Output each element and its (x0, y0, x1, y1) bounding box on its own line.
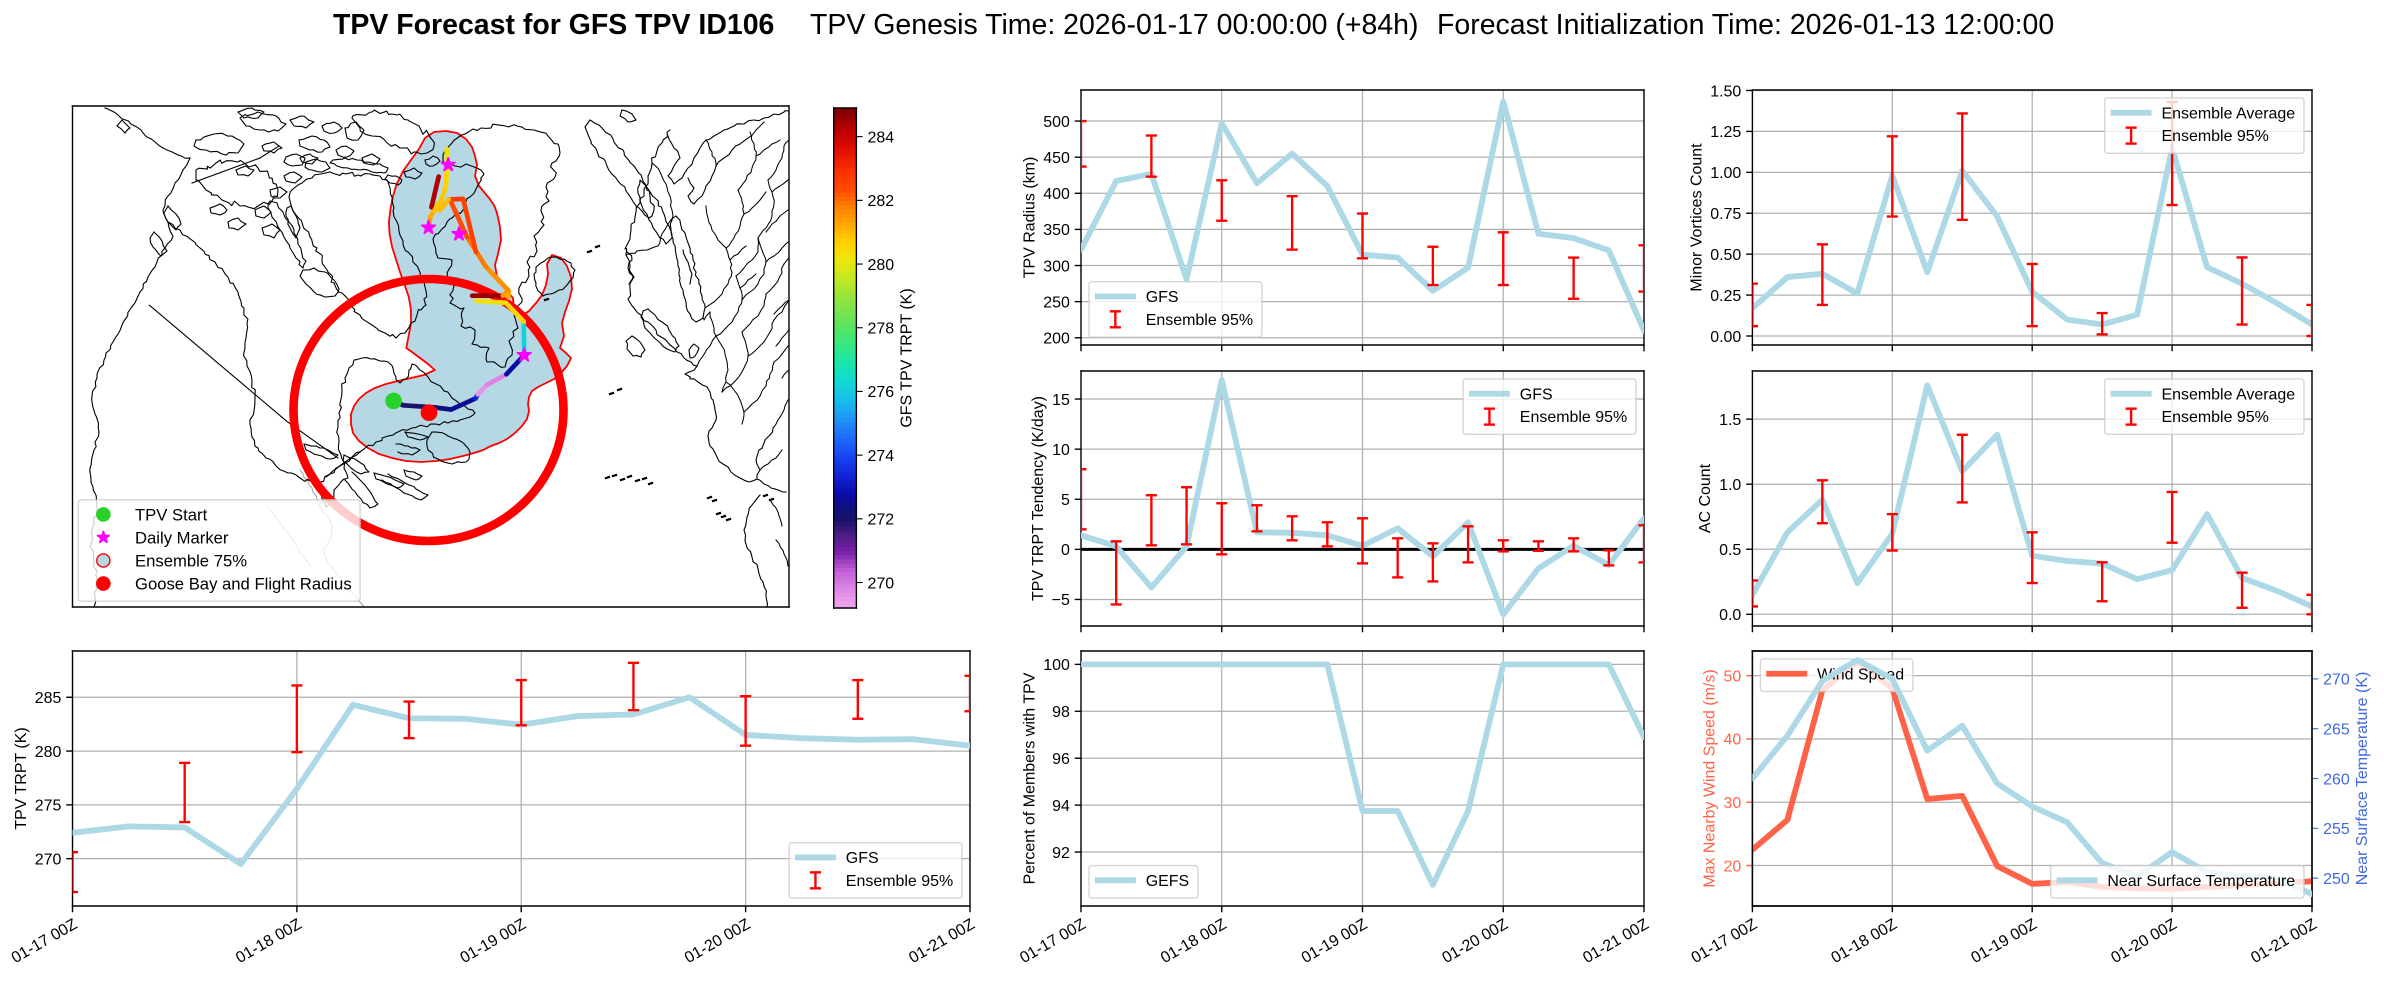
svg-text:350: 350 (1043, 222, 1070, 239)
svg-text:94: 94 (1052, 798, 1070, 815)
svg-text:Ensemble 95%: Ensemble 95% (2161, 128, 2268, 145)
svg-text:0.75: 0.75 (1710, 206, 1741, 223)
svg-text:276: 276 (868, 384, 895, 401)
svg-text:0.00: 0.00 (1710, 329, 1741, 346)
svg-text:GFS: GFS (1520, 386, 1553, 403)
svg-text:Ensemble Average: Ensemble Average (2161, 386, 2295, 403)
svg-text:Forecast Initialization Time:: Forecast Initialization Time: 2026-01-13… (1437, 9, 2054, 41)
svg-text:0.0: 0.0 (1719, 607, 1741, 624)
svg-text:0.50: 0.50 (1710, 247, 1741, 264)
svg-text:GEFS: GEFS (1146, 873, 1189, 890)
svg-text:300: 300 (1043, 258, 1070, 275)
svg-text:GFS: GFS (846, 850, 879, 867)
svg-text:270: 270 (35, 851, 62, 868)
svg-text:100: 100 (1043, 657, 1070, 674)
svg-text:AC Count: AC Count (1697, 463, 1714, 533)
svg-text:15: 15 (1052, 392, 1070, 409)
svg-text:92: 92 (1052, 845, 1070, 862)
svg-text:1.0: 1.0 (1719, 477, 1741, 494)
svg-text:250: 250 (1043, 294, 1070, 311)
svg-text:30: 30 (1724, 795, 1742, 812)
svg-text:Ensemble Average: Ensemble Average (2161, 105, 2295, 122)
svg-text:0: 0 (1061, 542, 1070, 559)
svg-text:Max Nearby Wind Speed (m/s): Max Nearby Wind Speed (m/s) (1702, 669, 1719, 887)
svg-text:270: 270 (868, 575, 895, 592)
svg-text:Ensemble 95%: Ensemble 95% (1146, 312, 1253, 329)
svg-text:0.5: 0.5 (1719, 542, 1741, 559)
svg-text:20: 20 (1724, 858, 1742, 875)
svg-text:GFS: GFS (1146, 289, 1179, 306)
svg-text:TPV Genesis Time: 2026-01-17 0: TPV Genesis Time: 2026-01-17 00:00:00 (+… (810, 9, 1418, 41)
svg-text:250: 250 (2323, 871, 2350, 888)
svg-text:Daily Marker: Daily Marker (135, 528, 229, 547)
svg-text:265: 265 (2323, 721, 2350, 738)
svg-text:Ensemble 95%: Ensemble 95% (846, 873, 953, 890)
svg-text:Percent of Members with TPV: Percent of Members with TPV (1021, 672, 1038, 884)
svg-text:10: 10 (1052, 442, 1070, 459)
svg-text:TPV TRPT (K): TPV TRPT (K) (13, 727, 30, 829)
svg-text:400: 400 (1043, 186, 1070, 203)
svg-text:Ensemble 95%: Ensemble 95% (1520, 409, 1627, 426)
svg-text:450: 450 (1043, 150, 1070, 167)
svg-text:1.00: 1.00 (1710, 165, 1741, 182)
svg-text:TPV Forecast for GFS TPV ID106: TPV Forecast for GFS TPV ID106 (333, 9, 774, 41)
svg-text:0.25: 0.25 (1710, 288, 1741, 305)
svg-text:1.25: 1.25 (1710, 124, 1741, 141)
svg-text:40: 40 (1724, 732, 1742, 749)
svg-text:TPV TRPT Tendency (K/day): TPV TRPT Tendency (K/day) (1030, 396, 1047, 601)
svg-text:TPV Start: TPV Start (135, 505, 208, 524)
svg-text:255: 255 (2323, 821, 2350, 838)
svg-text:GFS TPV TRPT (K): GFS TPV TRPT (K) (898, 288, 915, 427)
svg-text:Near Surface Temperature: Near Surface Temperature (2107, 873, 2295, 890)
svg-text:500: 500 (1043, 114, 1070, 131)
svg-text:Ensemble 75%: Ensemble 75% (135, 551, 247, 570)
svg-text:Goose Bay and Flight Radius: Goose Bay and Flight Radius (135, 574, 352, 593)
svg-text:200: 200 (1043, 331, 1070, 348)
svg-text:Minor Vortices Count: Minor Vortices Count (1688, 143, 1705, 292)
svg-text:50: 50 (1724, 668, 1742, 685)
svg-text:5: 5 (1061, 492, 1070, 509)
svg-text:Near Surface Temperature (K): Near Surface Temperature (K) (2354, 672, 2371, 886)
svg-text:278: 278 (868, 321, 895, 338)
svg-text:280: 280 (35, 744, 62, 761)
svg-text:260: 260 (2323, 771, 2350, 788)
svg-text:274: 274 (868, 448, 895, 465)
svg-text:1.50: 1.50 (1710, 83, 1741, 100)
svg-text:275: 275 (35, 798, 62, 815)
svg-text:272: 272 (868, 512, 895, 529)
svg-text:TPV Radius (km): TPV Radius (km) (1021, 157, 1038, 279)
svg-text:−5: −5 (1052, 592, 1070, 609)
svg-text:98: 98 (1052, 704, 1070, 721)
svg-text:Ensemble 95%: Ensemble 95% (2161, 409, 2268, 426)
svg-text:96: 96 (1052, 751, 1070, 768)
svg-text:270: 270 (2323, 672, 2350, 689)
svg-text:282: 282 (868, 193, 895, 210)
svg-text:1.5: 1.5 (1719, 412, 1741, 429)
svg-text:280: 280 (868, 257, 895, 274)
svg-text:284: 284 (868, 129, 895, 146)
svg-text:285: 285 (35, 690, 62, 707)
